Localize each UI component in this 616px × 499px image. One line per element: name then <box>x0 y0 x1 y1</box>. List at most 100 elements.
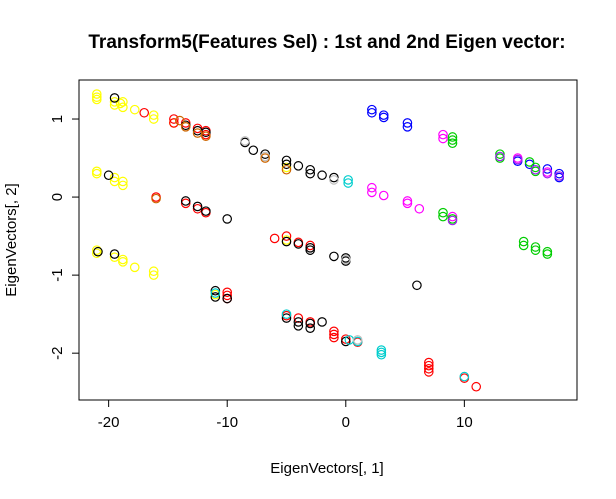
data-point <box>305 323 316 333</box>
x-tick-label: 0 <box>342 414 350 431</box>
data-point <box>530 245 541 255</box>
data-point <box>554 168 565 179</box>
data-point <box>495 151 505 162</box>
data-point <box>530 164 541 175</box>
data-point <box>329 332 339 343</box>
data-point <box>180 198 191 209</box>
series-3 <box>367 104 565 183</box>
data-point <box>129 262 140 273</box>
data-point <box>174 115 185 126</box>
x-tick-label: -10 <box>216 414 238 431</box>
data-point <box>260 149 270 159</box>
data-point <box>281 164 292 175</box>
data-point <box>201 206 211 216</box>
data-point <box>459 371 470 382</box>
data-point <box>293 321 304 331</box>
data-point <box>210 288 221 298</box>
data-point <box>471 381 482 392</box>
data-point <box>281 309 292 319</box>
data-point <box>340 254 351 265</box>
data-point <box>281 159 292 170</box>
data-point <box>329 175 339 185</box>
data-point <box>340 334 351 344</box>
data-point <box>402 196 413 206</box>
data-point <box>438 211 448 222</box>
x-axis: -20 -10 0 10 <box>98 399 473 431</box>
series-9 <box>151 115 292 204</box>
y-tick-label: -2 <box>49 346 66 359</box>
data-point <box>423 363 434 374</box>
data-point <box>109 172 120 183</box>
series-2 <box>93 93 422 347</box>
data-point <box>305 240 316 251</box>
data-point <box>222 293 233 304</box>
data-point <box>281 231 292 241</box>
data-point <box>222 287 233 298</box>
data-point <box>180 118 191 128</box>
data-point <box>518 240 529 251</box>
data-point <box>118 257 128 267</box>
data-point <box>317 317 327 327</box>
data-point <box>376 347 387 358</box>
data-point <box>447 215 458 226</box>
data-point <box>169 118 179 128</box>
data-point <box>438 129 448 140</box>
data-point <box>305 164 316 175</box>
data-point <box>343 175 353 185</box>
data-point <box>305 168 316 179</box>
series-1 <box>139 107 482 392</box>
data-point <box>402 122 413 132</box>
data-point <box>438 133 448 144</box>
data-point <box>329 326 339 337</box>
data-point <box>118 254 128 265</box>
data-point <box>269 233 280 244</box>
data-point <box>414 203 425 214</box>
y-axis: -2 -1 0 1 <box>49 115 80 360</box>
data-point <box>305 318 316 329</box>
data-point <box>495 149 505 159</box>
data-point <box>118 180 128 191</box>
y-tick-label: 1 <box>49 115 66 123</box>
data-point <box>329 251 339 262</box>
data-point <box>281 313 292 323</box>
data-point <box>530 162 541 173</box>
data-point <box>139 107 150 118</box>
data-point <box>91 248 102 259</box>
data-point <box>103 170 114 181</box>
data-point <box>222 290 233 301</box>
plot-frame <box>78 79 578 401</box>
data-point <box>329 172 339 183</box>
data-point <box>412 280 422 291</box>
data-point <box>329 329 339 340</box>
data-point <box>352 335 363 345</box>
data-point <box>148 266 159 277</box>
data-point <box>109 249 120 259</box>
data-point <box>260 153 270 163</box>
series-6 <box>210 175 470 382</box>
data-point <box>169 114 179 124</box>
data-point <box>343 178 353 188</box>
series-0 <box>91 89 292 300</box>
data-point <box>305 243 316 253</box>
data-point <box>378 112 389 123</box>
x-tick-label: -20 <box>98 414 120 431</box>
data-point <box>201 131 211 141</box>
data-point <box>192 201 203 212</box>
data-point <box>148 114 159 124</box>
data-point <box>518 236 529 247</box>
series-4 <box>367 129 553 222</box>
x-tick-label: 10 <box>456 414 473 431</box>
data-point <box>281 162 292 173</box>
data-point <box>151 193 161 204</box>
data-point <box>423 357 434 368</box>
data-point <box>305 245 316 255</box>
data-point <box>376 349 387 360</box>
data-point <box>148 110 159 120</box>
data-point <box>402 198 413 209</box>
data-point <box>378 190 389 201</box>
data-point <box>248 145 259 156</box>
data-point <box>524 159 535 170</box>
data-point <box>93 246 103 257</box>
series-5 <box>438 132 553 259</box>
